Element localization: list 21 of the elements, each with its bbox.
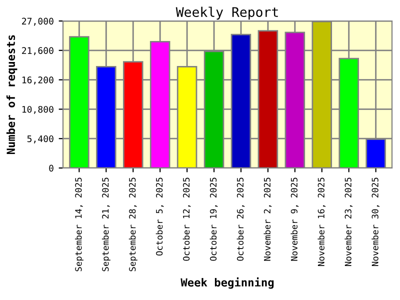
- x-tick-label: October 26, 2025: [236, 178, 245, 261]
- chart-title: Weekly Report: [176, 6, 278, 20]
- x-tick-label: November 16, 2025: [318, 178, 326, 266]
- x-tick-label: September 14, 2025: [74, 178, 84, 272]
- x-tick-label: October 5, 2025: [156, 178, 164, 256]
- y-axis-title: Number of requests: [6, 35, 18, 154]
- x-tick-label: October 19, 2025: [210, 178, 218, 261]
- x-tick-label: November 30, 2025: [372, 178, 380, 266]
- x-axis-title: Week beginning: [180, 277, 274, 289]
- y-tick-label: 0: [49, 164, 54, 172]
- x-tick-label: November 23, 2025: [344, 178, 353, 266]
- y-tick-label: 5,400: [27, 135, 54, 144]
- x-tick-label: October 12, 2025: [182, 178, 191, 261]
- x-tick-label: November 9, 2025: [290, 178, 299, 261]
- y-tick-label: 16,200: [22, 76, 54, 85]
- x-tick-label: November 2, 2025: [264, 178, 272, 261]
- y-tick-label: 27,000: [22, 18, 54, 26]
- x-tick-label: September 28, 2025: [128, 178, 138, 272]
- x-tick-label: September 21, 2025: [102, 178, 110, 272]
- y-tick-label: 21,600: [22, 47, 54, 56]
- y-tick-label: 10,800: [22, 106, 54, 114]
